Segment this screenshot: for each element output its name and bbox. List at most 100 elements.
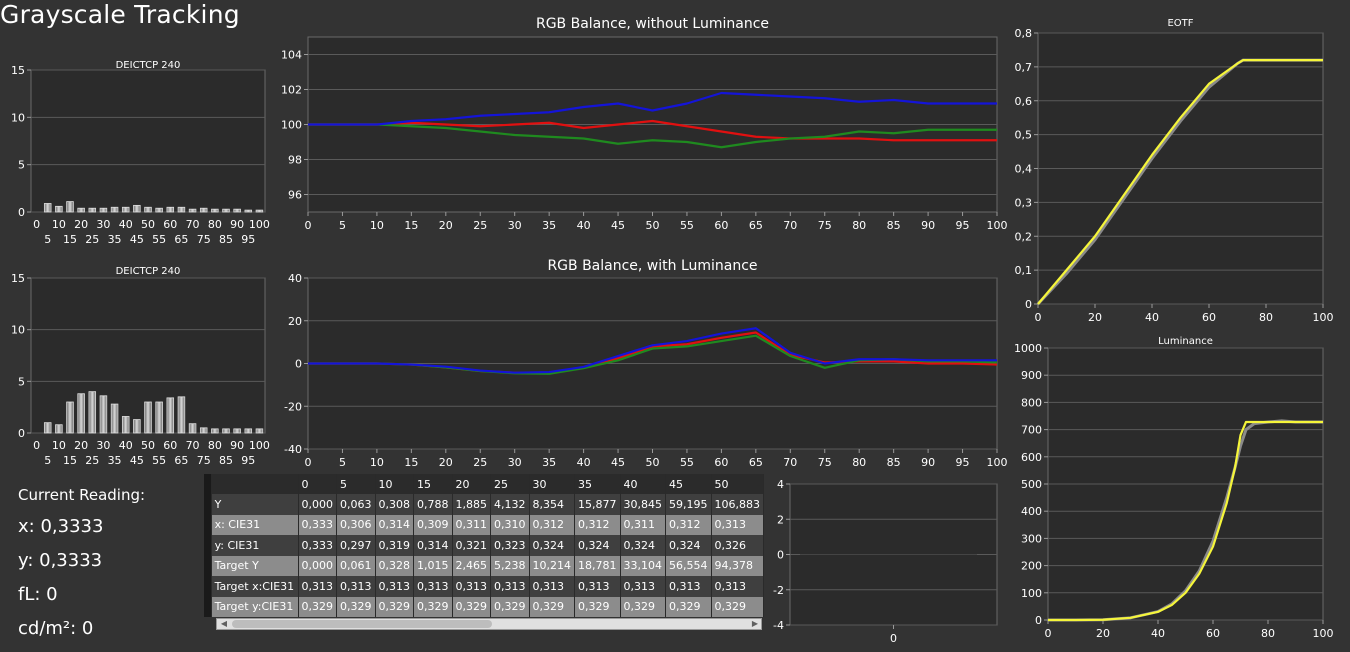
x-tick-label: 10 (370, 456, 384, 469)
table-row[interactable]: x: CIE31 0,333 0,306 0,314 0,309 0,311 0,310 0,… (204, 514, 764, 535)
table-header-cell: 40 (620, 474, 666, 494)
y-tick-label: 5 (18, 159, 25, 172)
y-tick-label: 400 (1021, 505, 1042, 518)
x-tick-label: 95 (241, 233, 255, 246)
table-cell: 0,333 (298, 514, 337, 535)
row-selector[interactable] (204, 555, 212, 576)
x-tick-label: 0 (890, 632, 897, 645)
table-header-row: 0 5 10 15 20 25 30 35 40 45 50 (204, 474, 764, 494)
x-tick-label: 60 (1206, 627, 1220, 640)
table-cell: 0,313 (375, 576, 414, 597)
table-cell: 94,378 (711, 555, 764, 576)
x-tick-label: 70 (186, 439, 200, 452)
bar (255, 209, 264, 213)
table-cell: 0,314 (413, 535, 453, 556)
x-tick-label: 5 (339, 219, 346, 232)
row-selector[interactable] (204, 596, 212, 617)
series-line (1037, 58, 1323, 305)
table-cell: 0,333 (298, 535, 337, 556)
table-row[interactable]: Y 0,000 0,063 0,308 0,788 1,885 4,132 8,354 15,8… (204, 494, 764, 515)
x-tick-label: 75 (818, 219, 832, 232)
row-label: Target x:CIE31 (211, 576, 299, 597)
data-grid[interactable]: 0 5 10 15 20 25 30 35 40 45 50 Y 0,000 0,063 0,308 0,78… (204, 474, 764, 617)
table-cell: 0,788 (413, 494, 453, 515)
x-tick-label: 75 (818, 456, 832, 469)
table-row[interactable]: y: CIE31 0,333 0,297 0,319 0,314 0,321 0,323 0,… (204, 535, 764, 556)
bar (43, 422, 52, 434)
table-cell: 4,132 (490, 494, 530, 515)
x-tick-label: 70 (783, 219, 797, 232)
x-tick-label: 40 (119, 218, 133, 231)
table-cell: 0,313 (529, 576, 575, 597)
x-tick-label: 20 (74, 439, 88, 452)
x-tick-label: 50 (141, 218, 155, 231)
series-line (308, 91, 997, 126)
reading-fl: fL: 0 (18, 584, 58, 605)
table-cell: 0,319 (375, 535, 414, 556)
x-tick-label: 75 (197, 454, 211, 467)
row-selector[interactable] (204, 514, 212, 535)
scroll-left-icon[interactable]: ◀ (220, 619, 228, 628)
table-cell: 0,313 (490, 576, 530, 597)
x-tick-label: 50 (646, 219, 660, 232)
x-tick-label: 80 (852, 219, 866, 232)
table-cell: 0,000 (298, 494, 337, 515)
table-cell: 0,314 (375, 514, 414, 535)
bar (144, 206, 152, 213)
x-tick-label: 0 (1035, 311, 1042, 324)
x-tick-label: 20 (74, 218, 88, 231)
table-cell: 0,313 (711, 514, 764, 535)
table-row[interactable]: Target x:CIE31 0,313 0,313 0,313 0,313 0,313 0… (204, 576, 764, 597)
measurement-table[interactable]: 0 5 10 15 20 25 30 35 40 45 50 Y 0,000 0,063 0,308 0,78… (204, 474, 764, 632)
row-selector[interactable] (204, 576, 212, 597)
y-tick-label: 0,4 (1015, 163, 1033, 176)
y-tick-label: 0,1 (1015, 264, 1033, 277)
scroll-right-icon[interactable]: ▶ (751, 619, 759, 628)
x-tick-label: 90 (921, 456, 935, 469)
table-cell: 0,297 (336, 535, 376, 556)
row-label: x: CIE31 (211, 514, 299, 535)
table-cell: 30,845 (620, 494, 666, 515)
series-line (308, 119, 997, 142)
table-header-cell: 15 (413, 474, 453, 494)
bar (199, 427, 208, 434)
bar (88, 207, 97, 213)
row-selector[interactable] (204, 535, 212, 556)
x-tick-label: 70 (783, 456, 797, 469)
table-header-cell: 25 (490, 474, 530, 494)
chart-title: RGB Balance, with Luminance (547, 258, 757, 274)
chart-title: Luminance (1158, 336, 1213, 347)
table-cell: 5,238 (490, 555, 530, 576)
x-tick-label: 20 (1096, 627, 1110, 640)
x-tick-label: 55 (152, 233, 166, 246)
x-tick-label: 35 (108, 454, 122, 467)
y-tick-label: 20 (288, 315, 302, 328)
table-cell: 10,214 (529, 555, 575, 576)
y-tick-label: 700 (1021, 424, 1042, 437)
y-tick-label: -4 (773, 619, 784, 632)
y-tick-label: 500 (1021, 478, 1042, 491)
table-cell: 0,329 (375, 596, 414, 617)
x-tick-label: 45 (611, 219, 625, 232)
bar (99, 395, 108, 434)
x-tick-label: 80 (208, 439, 222, 452)
row-label: Target y:CIE31 (211, 596, 299, 617)
table-cell: 0,061 (336, 555, 376, 576)
table-cell: 0,308 (375, 494, 414, 515)
x-tick-label: 85 (887, 456, 901, 469)
table-cell: 0,329 (336, 596, 376, 617)
table-header-cell: 30 (529, 474, 575, 494)
row-selector[interactable] (204, 494, 212, 515)
table-row[interactable]: Target y:CIE31 0,329 0,329 0,329 0,329 0,329 0… (204, 596, 764, 617)
current-reading-panel: Current Reading: x: 0,3333 y: 0,3333 fL:… (18, 486, 145, 652)
x-tick-label: 30 (508, 456, 522, 469)
table-row[interactable]: Target Y 0,000 0,061 0,328 1,015 2,465 5,238 10… (204, 555, 764, 576)
page-title: Grayscale Tracking (0, 0, 240, 29)
table-cell: 1,885 (452, 494, 491, 515)
table-cell: 0,324 (574, 535, 621, 556)
x-tick-label: 5 (44, 454, 51, 467)
bar (222, 208, 230, 213)
x-tick-label: 75 (197, 233, 211, 246)
x-tick-label: 25 (85, 233, 99, 246)
scrollbar-thumb[interactable] (232, 620, 492, 628)
